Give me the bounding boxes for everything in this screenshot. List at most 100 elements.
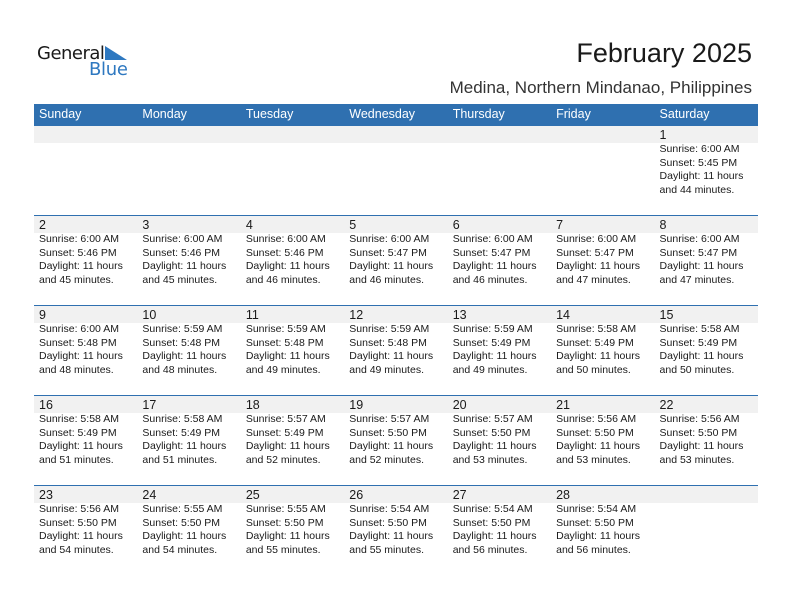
daylight-minutes-text: and 51 minutes. — [39, 453, 114, 466]
day-cell: 14 Sunrise: 5:58 AM Sunset: 5:49 PM Dayligh… — [551, 306, 654, 395]
daylight-minutes-text: and 48 minutes. — [142, 363, 218, 376]
day-cell: 16 Sunrise: 5:58 AM Sunset: 5:49 PM Dayligh… — [34, 396, 137, 485]
daylight-text: Daylight: 11 hours — [245, 260, 330, 272]
day-number: 27 — [452, 488, 467, 502]
daylight-text: Daylight: 11 hours — [659, 440, 744, 452]
sunset-text: Sunset: 5:50 PM — [452, 426, 531, 439]
daylight-minutes-text: and 50 minutes. — [659, 363, 735, 376]
sunset-text: Sunset: 5:50 PM — [452, 516, 531, 529]
sunrise-text: Sunrise: 6:00 AM — [349, 233, 430, 245]
day-cell: 28 Sunrise: 5:54 AM Sunset: 5:50 PM Dayligh… — [551, 486, 654, 575]
daylight-text: Daylight: 11 hours — [39, 440, 123, 452]
daylight-minutes-text: and 47 minutes. — [556, 273, 631, 286]
day-number: 23 — [39, 488, 53, 502]
daylight-text: Daylight: 11 hours — [659, 350, 744, 362]
daylight-minutes-text: and 49 minutes. — [452, 363, 528, 376]
daylight-text: Daylight: 11 hours — [142, 530, 227, 542]
page-title: February 2025 — [576, 38, 752, 68]
sunrise-text: Sunrise: 6:00 AM — [556, 233, 637, 245]
sunset-text: Sunset: 5:49 PM — [245, 426, 324, 439]
daylight-text: Daylight: 11 hours — [39, 530, 123, 542]
daylight-text: Daylight: 11 hours — [349, 530, 434, 542]
empty-cell — [34, 126, 137, 215]
day-cell: 12 Sunrise: 5:59 AM Sunset: 5:48 PM Dayligh… — [344, 306, 447, 395]
sunrise-text: Sunrise: 5:58 AM — [142, 413, 223, 425]
sunset-text: Sunset: 5:50 PM — [349, 426, 427, 439]
sunset-text: Sunset: 5:47 PM — [452, 246, 531, 259]
day-cell: 15 Sunrise: 5:58 AM Sunset: 5:49 PM Dayligh… — [655, 306, 758, 395]
weekday-tuesday: Tuesday — [245, 107, 294, 121]
day-number: 13 — [452, 308, 467, 322]
sunset-text: Sunset: 5:50 PM — [556, 426, 634, 439]
day-number: 28 — [556, 488, 571, 502]
sunset-text: Sunset: 5:48 PM — [39, 336, 117, 349]
day-cell: 17 Sunrise: 5:58 AM Sunset: 5:49 PM Dayligh… — [137, 396, 240, 485]
sunset-text: Sunset: 5:46 PM — [39, 246, 117, 259]
daylight-minutes-text: and 56 minutes. — [452, 543, 528, 556]
day-number: 26 — [349, 488, 364, 502]
week-row: 1 Sunrise: 6:00 AM Sunset: 5:45 PM Daylight… — [34, 125, 758, 215]
daylight-text: Daylight: 11 hours — [245, 350, 330, 362]
day-number: 2 — [39, 218, 46, 232]
daylight-minutes-text: and 44 minutes. — [659, 183, 735, 196]
sunrise-text: Sunrise: 5:57 AM — [452, 413, 533, 425]
day-number: 20 — [452, 398, 467, 412]
calendar-grid: Sunday Monday Tuesday Wednesday Thursday Frid… — [34, 104, 758, 575]
weekday-sunday: Sunday — [39, 107, 82, 121]
sunset-text: Sunset: 5:46 PM — [142, 246, 221, 259]
day-cell: 13 Sunrise: 5:59 AM Sunset: 5:49 PM Dayligh… — [448, 306, 551, 395]
sunset-text: Sunset: 5:48 PM — [142, 336, 221, 349]
sunset-text: Sunset: 5:50 PM — [556, 516, 634, 529]
day-number: 9 — [39, 308, 46, 322]
daylight-minutes-text: and 46 minutes. — [452, 273, 528, 286]
empty-cell — [241, 126, 344, 215]
daylight-text: Daylight: 11 hours — [659, 260, 744, 272]
day-cell: 4 Sunrise: 6:00 AM Sunset: 5:46 PM Daylight… — [241, 216, 344, 305]
day-cell: 1 Sunrise: 6:00 AM Sunset: 5:45 PM Daylight… — [655, 126, 758, 215]
logo: General Blue — [37, 43, 132, 83]
daylight-minutes-text: and 55 minutes. — [245, 543, 321, 556]
daylight-text: Daylight: 11 hours — [142, 350, 227, 362]
logo-blue-text: Blue — [89, 59, 128, 80]
day-number: 21 — [556, 398, 571, 412]
day-cell: 9 Sunrise: 6:00 AM Sunset: 5:48 PM Daylight… — [34, 306, 137, 395]
daylight-text: Daylight: 11 hours — [349, 440, 434, 452]
weekday-wednesday: Wednesday — [349, 107, 416, 121]
sunrise-text: Sunrise: 5:56 AM — [659, 413, 740, 425]
daylight-text: Daylight: 11 hours — [452, 530, 537, 542]
sunrise-text: Sunrise: 6:00 AM — [39, 323, 119, 335]
empty-cell — [344, 126, 447, 215]
sunrise-text: Sunrise: 5:59 AM — [349, 323, 430, 335]
weekday-thursday: Thursday — [452, 107, 505, 121]
day-number: 15 — [659, 308, 674, 322]
day-number: 4 — [245, 218, 253, 232]
day-number: 3 — [142, 218, 150, 232]
daylight-text: Daylight: 11 hours — [452, 260, 537, 272]
daylight-minutes-text: and 53 minutes. — [556, 453, 631, 466]
daylight-minutes-text: and 53 minutes. — [659, 453, 735, 466]
daylight-minutes-text: and 45 minutes. — [142, 273, 218, 286]
day-cell: 3 Sunrise: 6:00 AM Sunset: 5:46 PM Daylight… — [137, 216, 240, 305]
day-cell: 10 Sunrise: 5:59 AM Sunset: 5:48 PM Dayligh… — [137, 306, 240, 395]
daylight-minutes-text: and 48 minutes. — [39, 363, 114, 376]
weekday-saturday: Saturday — [659, 107, 710, 121]
sunrise-text: Sunrise: 6:00 AM — [659, 233, 740, 245]
location-subtitle: Medina, Northern Mindanao, Philippines — [449, 78, 752, 97]
daylight-text: Daylight: 11 hours — [556, 350, 640, 362]
sunset-text: Sunset: 5:50 PM — [349, 516, 427, 529]
sunrise-text: Sunrise: 5:59 AM — [452, 323, 533, 335]
daylight-text: Daylight: 11 hours — [349, 260, 434, 272]
sunset-text: Sunset: 5:50 PM — [142, 516, 221, 529]
sunrise-text: Sunrise: 6:00 AM — [452, 233, 533, 245]
day-number: 10 — [142, 308, 157, 322]
day-number: 18 — [245, 398, 260, 412]
day-number: 24 — [142, 488, 157, 502]
sunrise-text: Sunrise: 5:59 AM — [142, 323, 223, 335]
weekday-monday: Monday — [142, 107, 187, 121]
daylight-text: Daylight: 11 hours — [39, 350, 123, 362]
daylight-minutes-text: and 49 minutes. — [245, 363, 321, 376]
sunset-text: Sunset: 5:47 PM — [556, 246, 634, 259]
day-cell: 6 Sunrise: 6:00 AM Sunset: 5:47 PM Daylight… — [448, 216, 551, 305]
sunrise-text: Sunrise: 5:57 AM — [245, 413, 326, 425]
